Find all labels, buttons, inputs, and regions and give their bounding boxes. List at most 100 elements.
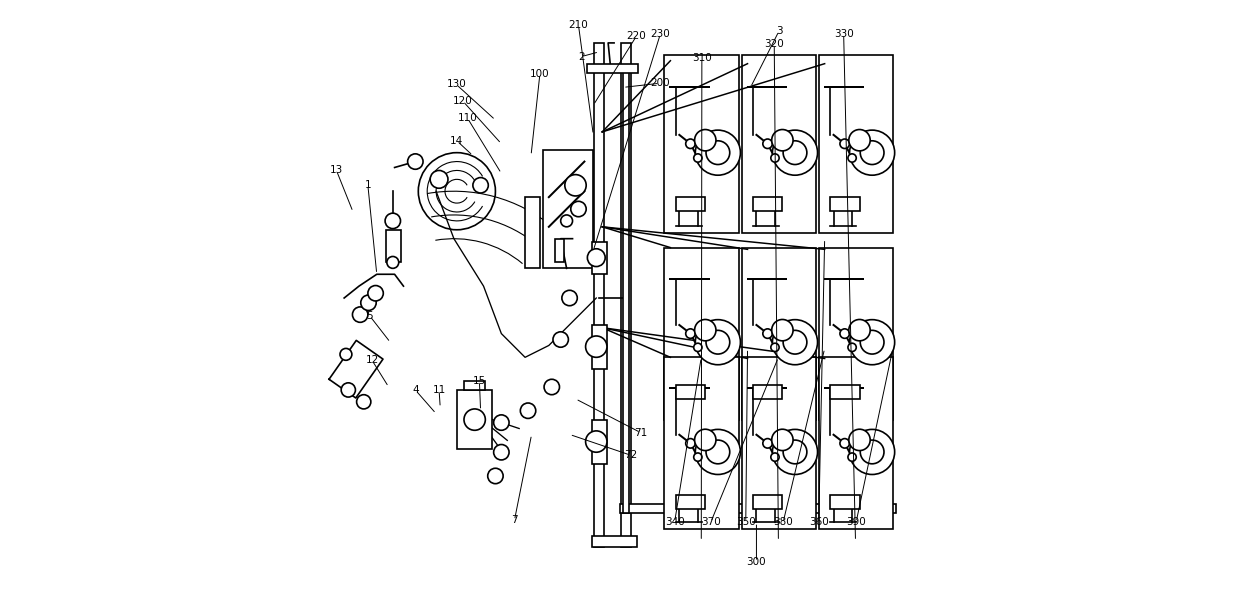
Circle shape [861,330,884,354]
Bar [753,495,782,509]
Text: 12: 12 [366,355,378,365]
Circle shape [562,290,578,306]
Text: 200: 200 [650,78,670,88]
Circle shape [839,329,849,339]
Bar [593,325,606,369]
Text: 110: 110 [458,113,477,123]
Bar [665,358,739,529]
Text: 300: 300 [746,557,766,567]
Bar [543,150,593,268]
Circle shape [694,129,715,151]
Circle shape [771,453,779,461]
Circle shape [839,439,849,448]
Text: 5: 5 [366,311,373,321]
Circle shape [368,285,383,301]
Circle shape [408,154,423,169]
Bar [676,385,706,399]
Circle shape [565,175,587,196]
Circle shape [585,431,606,452]
Bar [753,385,782,399]
Bar [742,55,816,233]
Text: 310: 310 [692,52,712,63]
Circle shape [773,130,817,175]
Circle shape [839,139,849,148]
Bar [818,55,893,233]
Circle shape [494,445,510,460]
Text: 120: 120 [453,96,472,106]
Circle shape [472,178,489,193]
Circle shape [848,343,857,352]
Text: 390: 390 [846,517,866,527]
Circle shape [849,129,870,151]
Text: 220: 220 [626,31,646,41]
Circle shape [861,141,884,164]
Text: 350: 350 [735,517,755,527]
Circle shape [544,379,559,395]
Text: 330: 330 [833,29,853,39]
Circle shape [784,141,807,164]
Circle shape [696,429,740,474]
Bar [676,495,706,509]
Circle shape [386,213,401,229]
Circle shape [763,329,773,339]
Bar [830,495,859,509]
Circle shape [763,439,773,448]
Circle shape [696,130,740,175]
Circle shape [771,343,779,352]
Text: 100: 100 [531,69,549,79]
Circle shape [553,332,568,347]
Circle shape [849,319,895,365]
Circle shape [849,429,870,451]
Bar [594,43,604,547]
Text: 13: 13 [330,166,343,175]
Circle shape [686,139,696,148]
Circle shape [848,154,857,162]
Circle shape [387,256,399,268]
Bar [818,247,893,420]
Circle shape [848,453,857,461]
Circle shape [340,349,352,361]
Circle shape [693,343,702,352]
Text: 3: 3 [776,26,782,36]
Text: 320: 320 [764,39,784,49]
Bar [665,55,739,233]
Circle shape [861,440,884,464]
Text: 4: 4 [412,385,419,395]
Bar [620,504,895,513]
Circle shape [706,141,730,164]
Circle shape [773,319,817,365]
Bar [622,69,629,513]
Circle shape [570,201,587,217]
Bar [753,197,782,212]
Circle shape [849,429,895,474]
Bar [621,43,631,547]
Circle shape [494,415,510,430]
Bar [665,247,739,420]
Circle shape [487,468,503,484]
Bar [676,197,706,212]
Circle shape [696,319,740,365]
Circle shape [341,383,356,397]
Circle shape [585,336,606,358]
Text: 72: 72 [624,450,637,460]
Circle shape [771,129,794,151]
Circle shape [849,130,895,175]
Circle shape [771,429,794,451]
Circle shape [361,295,376,311]
Bar [593,536,636,547]
Text: 230: 230 [651,29,670,39]
Circle shape [694,319,715,341]
Bar [830,385,859,399]
Circle shape [784,330,807,354]
Circle shape [849,319,870,341]
Text: 340: 340 [665,517,684,527]
Circle shape [521,403,536,418]
Circle shape [418,153,496,230]
Circle shape [464,409,485,430]
Circle shape [693,154,702,162]
Circle shape [560,215,573,227]
Bar [593,420,606,464]
Text: 380: 380 [774,517,794,527]
Circle shape [784,440,807,464]
Text: 11: 11 [433,385,445,395]
